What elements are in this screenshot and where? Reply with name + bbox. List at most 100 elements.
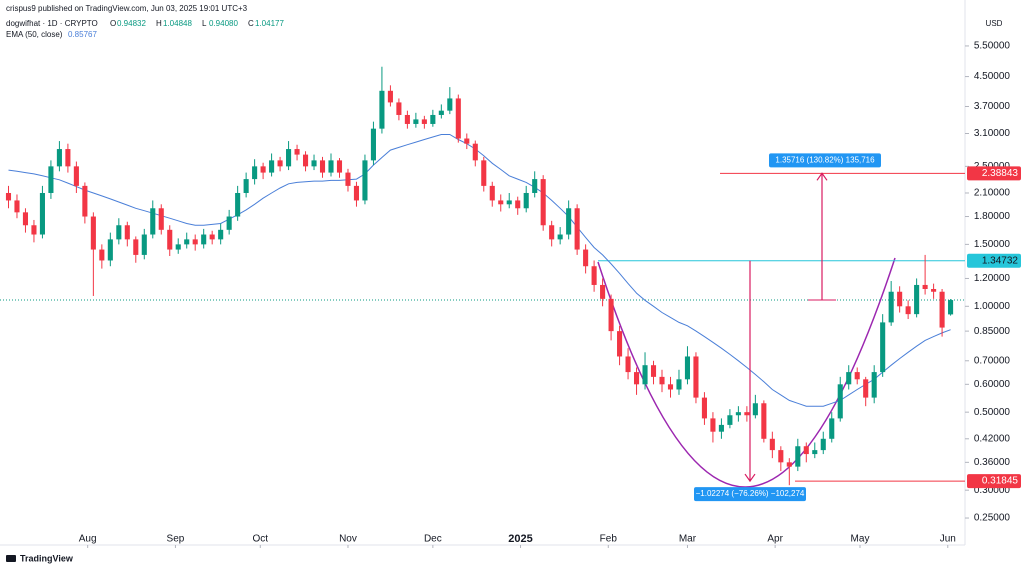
candle-body bbox=[14, 200, 20, 213]
ohlc-value: 1.04177 bbox=[255, 19, 284, 28]
candle-body bbox=[464, 138, 470, 144]
candle-body bbox=[370, 128, 376, 161]
candle-body bbox=[286, 149, 292, 167]
candle-body bbox=[617, 331, 623, 357]
candle-body bbox=[404, 114, 410, 124]
candle-body bbox=[506, 200, 512, 205]
measure-label: −1.02274 (−76.26%) −102,274 bbox=[696, 489, 805, 498]
candle-body bbox=[625, 356, 631, 373]
candle-body bbox=[744, 412, 750, 416]
x-tick-label: Nov bbox=[339, 534, 357, 545]
measure-label: 1.35716 (130.82%) 135,716 bbox=[775, 155, 875, 164]
candle-body bbox=[583, 249, 589, 267]
candle-body bbox=[948, 300, 954, 315]
candle-body bbox=[277, 160, 283, 167]
candle-body bbox=[701, 397, 707, 419]
candle-body bbox=[302, 154, 309, 167]
y-tick-label: 0.25000 bbox=[974, 513, 1011, 524]
candle-body bbox=[931, 288, 937, 292]
candle-body bbox=[829, 418, 835, 439]
y-tick-label: 1.80000 bbox=[974, 211, 1011, 222]
x-tick-label: Feb bbox=[600, 534, 618, 545]
x-tick-label: Aug bbox=[79, 534, 97, 545]
candle-body bbox=[184, 239, 190, 245]
candle-body bbox=[481, 160, 487, 186]
candle-body bbox=[650, 365, 657, 377]
x-tick-label: Jun bbox=[940, 534, 956, 545]
brand-logo: TradingView bbox=[6, 553, 74, 563]
candle-body bbox=[99, 249, 105, 261]
candle-body bbox=[39, 192, 45, 235]
candle-body bbox=[82, 185, 88, 217]
y-tick-label: 1.00000 bbox=[974, 301, 1011, 312]
y-tick-label: 0.70000 bbox=[974, 355, 1011, 366]
candle-body bbox=[319, 160, 326, 173]
candle-body bbox=[727, 415, 733, 425]
candle-body bbox=[192, 239, 198, 245]
candle-body bbox=[574, 208, 580, 250]
candle-body bbox=[447, 98, 453, 111]
measure-up-arrow-head bbox=[816, 172, 828, 181]
x-tick-label: May bbox=[851, 534, 870, 545]
y-tick-label: 0.42000 bbox=[974, 433, 1011, 444]
candle-body bbox=[939, 291, 945, 328]
candle-body bbox=[642, 365, 648, 385]
candle-body bbox=[73, 166, 79, 186]
y-tick-label: 5.50000 bbox=[974, 41, 1011, 52]
ema-name: EMA (50, close) bbox=[6, 30, 63, 39]
candle-body bbox=[854, 372, 860, 380]
x-tick-label: Apr bbox=[767, 534, 783, 545]
candle-body bbox=[752, 403, 758, 416]
candle-body bbox=[905, 306, 911, 315]
candle-body bbox=[761, 403, 767, 439]
candle-body bbox=[421, 119, 427, 124]
y-tick-label: 1.20000 bbox=[974, 273, 1011, 284]
candle-body bbox=[591, 266, 597, 285]
candle-body bbox=[150, 208, 156, 235]
brand: TradingView bbox=[20, 553, 74, 563]
candle-body bbox=[523, 192, 529, 209]
candle-body bbox=[633, 372, 640, 385]
candle-body bbox=[90, 216, 96, 250]
candle-body bbox=[608, 298, 614, 332]
candle-body bbox=[676, 379, 682, 390]
candle-body bbox=[549, 225, 555, 240]
candle-body bbox=[914, 284, 920, 315]
candle-body bbox=[837, 384, 843, 419]
candle-body bbox=[863, 379, 869, 398]
y-tick-label: 0.50000 bbox=[974, 407, 1011, 418]
candle-body bbox=[888, 291, 894, 323]
brand-icon bbox=[6, 555, 16, 562]
candle-body bbox=[540, 179, 546, 226]
candle-body bbox=[659, 376, 665, 385]
candle-body bbox=[532, 179, 538, 193]
candle-body bbox=[141, 234, 147, 255]
candle-body bbox=[795, 446, 801, 467]
currency: USD bbox=[986, 19, 1003, 28]
candle-body bbox=[260, 166, 266, 173]
level-label: 0.31845 bbox=[982, 476, 1019, 487]
candle-body bbox=[22, 212, 29, 226]
candle-body bbox=[175, 244, 181, 250]
candle-body bbox=[252, 166, 258, 180]
candle-body bbox=[133, 239, 139, 255]
candle-body bbox=[294, 149, 300, 155]
candle-body bbox=[336, 160, 343, 173]
candle-body bbox=[812, 450, 818, 455]
plot: 1.35716 (130.82%) 135,716 −1.02274 (−76.2… bbox=[0, 66, 965, 502]
candle-body bbox=[387, 90, 393, 103]
ohlc-key: L bbox=[202, 19, 207, 28]
candle-body bbox=[345, 172, 351, 186]
candle-body bbox=[226, 216, 232, 230]
candle-body bbox=[413, 119, 419, 124]
y-tick-label: 2.10000 bbox=[974, 188, 1011, 199]
candle-body bbox=[778, 450, 784, 463]
ema-value: 0.85767 bbox=[68, 30, 97, 39]
y-tick-label: 3.70000 bbox=[974, 101, 1011, 112]
candle-body bbox=[209, 234, 215, 240]
candle-body bbox=[566, 208, 572, 235]
candle-body bbox=[922, 284, 928, 289]
ohlc-value: 0.94832 bbox=[117, 19, 146, 28]
candle-body bbox=[311, 160, 317, 167]
